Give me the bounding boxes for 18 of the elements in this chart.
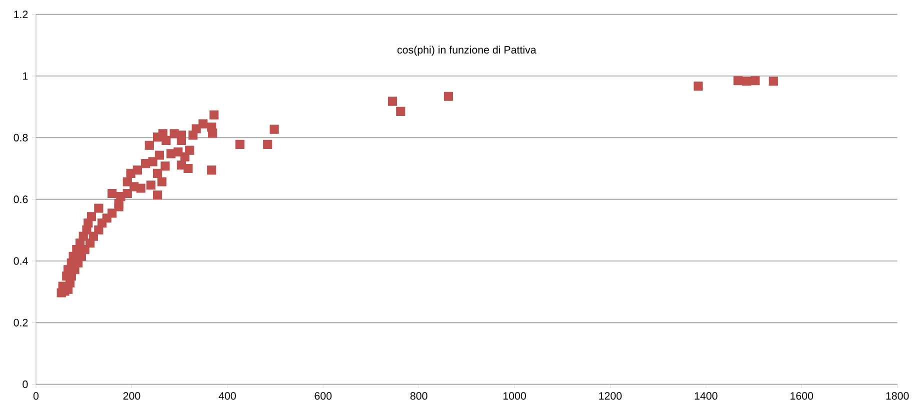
x-tick-label: 1800: [886, 392, 909, 400]
y-tick-label: 0: [22, 380, 28, 388]
x-tick-label: 800: [410, 392, 428, 400]
x-tick-label: 1200: [599, 392, 622, 400]
text: cos(phi) in funzione di Pattiva: [397, 46, 536, 56]
x-tick-label: 0: [33, 392, 39, 400]
x-tick-label: 400: [218, 392, 236, 400]
x-tick-label: 1400: [694, 392, 718, 400]
x-tick-label: 1600: [790, 392, 814, 400]
y-tick-label: 0.8: [14, 134, 28, 142]
y-tick-label: 0.2: [14, 318, 28, 326]
x-tick-label: 1000: [503, 392, 526, 400]
y-tick-label: 0.6: [14, 196, 28, 204]
x-tick-label: 600: [314, 392, 332, 400]
x-tick-label: 200: [123, 392, 140, 400]
y-tick-label: 1.2: [14, 10, 28, 18]
y-tick-label: 1: [23, 72, 28, 80]
y-tick-label: 0.4: [14, 257, 28, 265]
